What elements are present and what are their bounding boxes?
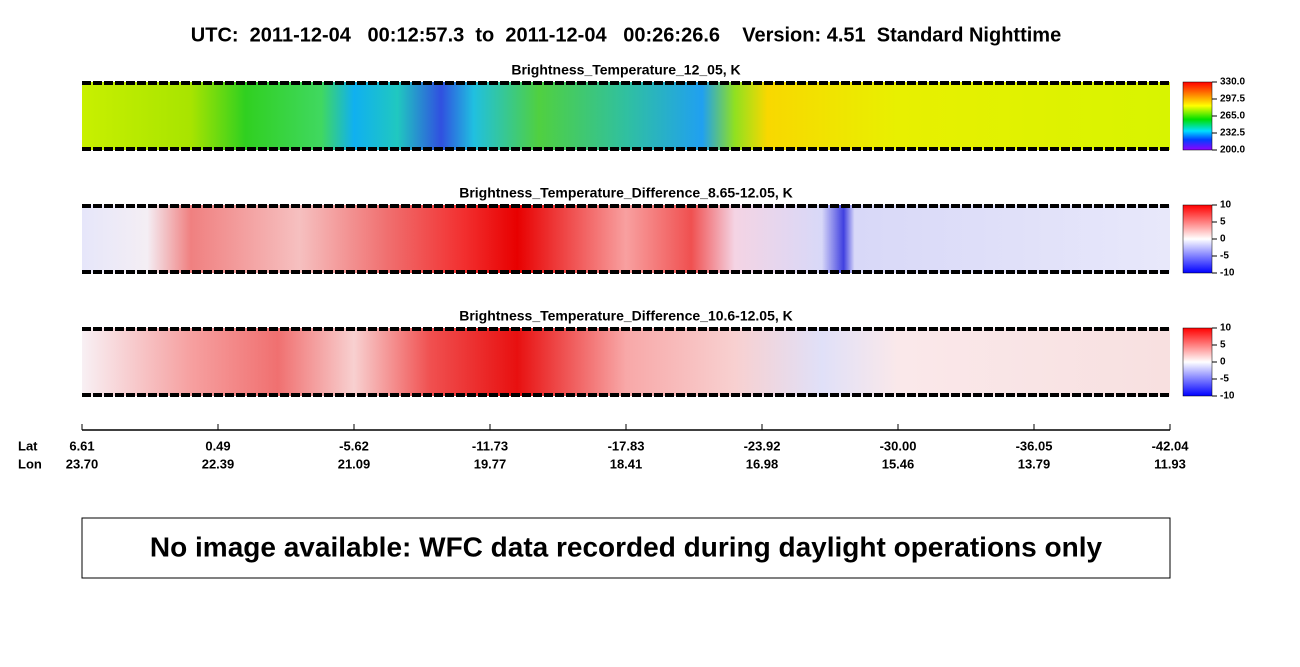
colorbar-label: 5: [1220, 340, 1226, 351]
lon-tick-label: 15.46: [882, 456, 915, 471]
colorbar-label: 0: [1220, 357, 1226, 368]
lat-tick-label: -42.04: [1152, 438, 1190, 453]
colorbar: [1182, 327, 1213, 397]
lon-tick-label: 22.39: [202, 456, 235, 471]
colorbar-label: 330.0: [1220, 77, 1245, 88]
notice-box: [81, 517, 1171, 579]
colorbar-label: 5: [1220, 217, 1226, 228]
colorbar-label: 200.0: [1220, 145, 1245, 156]
lon-tick-label: 16.98: [746, 456, 779, 471]
colorbar-label: 265.0: [1220, 111, 1245, 122]
colorbar-label: -10: [1220, 268, 1235, 279]
colorbar-label: -5: [1220, 251, 1229, 262]
lat-tick-label: -5.62: [339, 438, 369, 453]
lat-tick-label: -11.73: [472, 438, 508, 453]
lon-tick-label: 23.70: [66, 456, 99, 471]
lon-tick-label: 11.93: [1154, 456, 1186, 471]
colorbar-label: 10: [1220, 200, 1232, 211]
lon-tick-label: 18.41: [610, 456, 643, 471]
colorbar-label: 10: [1220, 323, 1232, 334]
page-title: UTC: 2011-12-04 00:12:57.3 to 2011-12-04…: [191, 24, 1061, 46]
lat-tick-label: -17.83: [608, 438, 645, 453]
lat-tick-label: 6.61: [69, 438, 94, 453]
lon-label: Lon: [18, 456, 42, 471]
colorbar: [1182, 204, 1213, 274]
lat-tick-label: -36.05: [1016, 438, 1053, 453]
colorbar-label: -5: [1220, 374, 1229, 385]
panel-title: Brightness_Temperature_Difference_10.6-1…: [459, 308, 793, 324]
lon-tick-label: 13.79: [1018, 456, 1051, 471]
colorbar: [1182, 81, 1213, 151]
lat-label: Lat: [18, 438, 38, 453]
lat-tick-label: -23.92: [744, 438, 781, 453]
colorbar-label: 232.5: [1220, 128, 1245, 139]
lon-tick-label: 19.77: [474, 456, 507, 471]
lat-tick-label: -30.00: [880, 438, 917, 453]
panel-title: Brightness_Temperature_Difference_8.65-1…: [459, 185, 793, 201]
panel-title: Brightness_Temperature_12_05, K: [511, 62, 740, 78]
lon-tick-label: 21.09: [338, 456, 371, 471]
colorbar-label: 0: [1220, 234, 1226, 245]
colorbar-label: 297.5: [1220, 94, 1245, 105]
notice: No image available: WFC data recorded du…: [150, 531, 1103, 562]
lat-tick-label: 0.49: [205, 438, 230, 453]
panel-image: [82, 328, 1170, 396]
panel-image: [82, 82, 1170, 150]
colorbar-label: -10: [1220, 391, 1235, 402]
panel-image: [82, 205, 1170, 273]
